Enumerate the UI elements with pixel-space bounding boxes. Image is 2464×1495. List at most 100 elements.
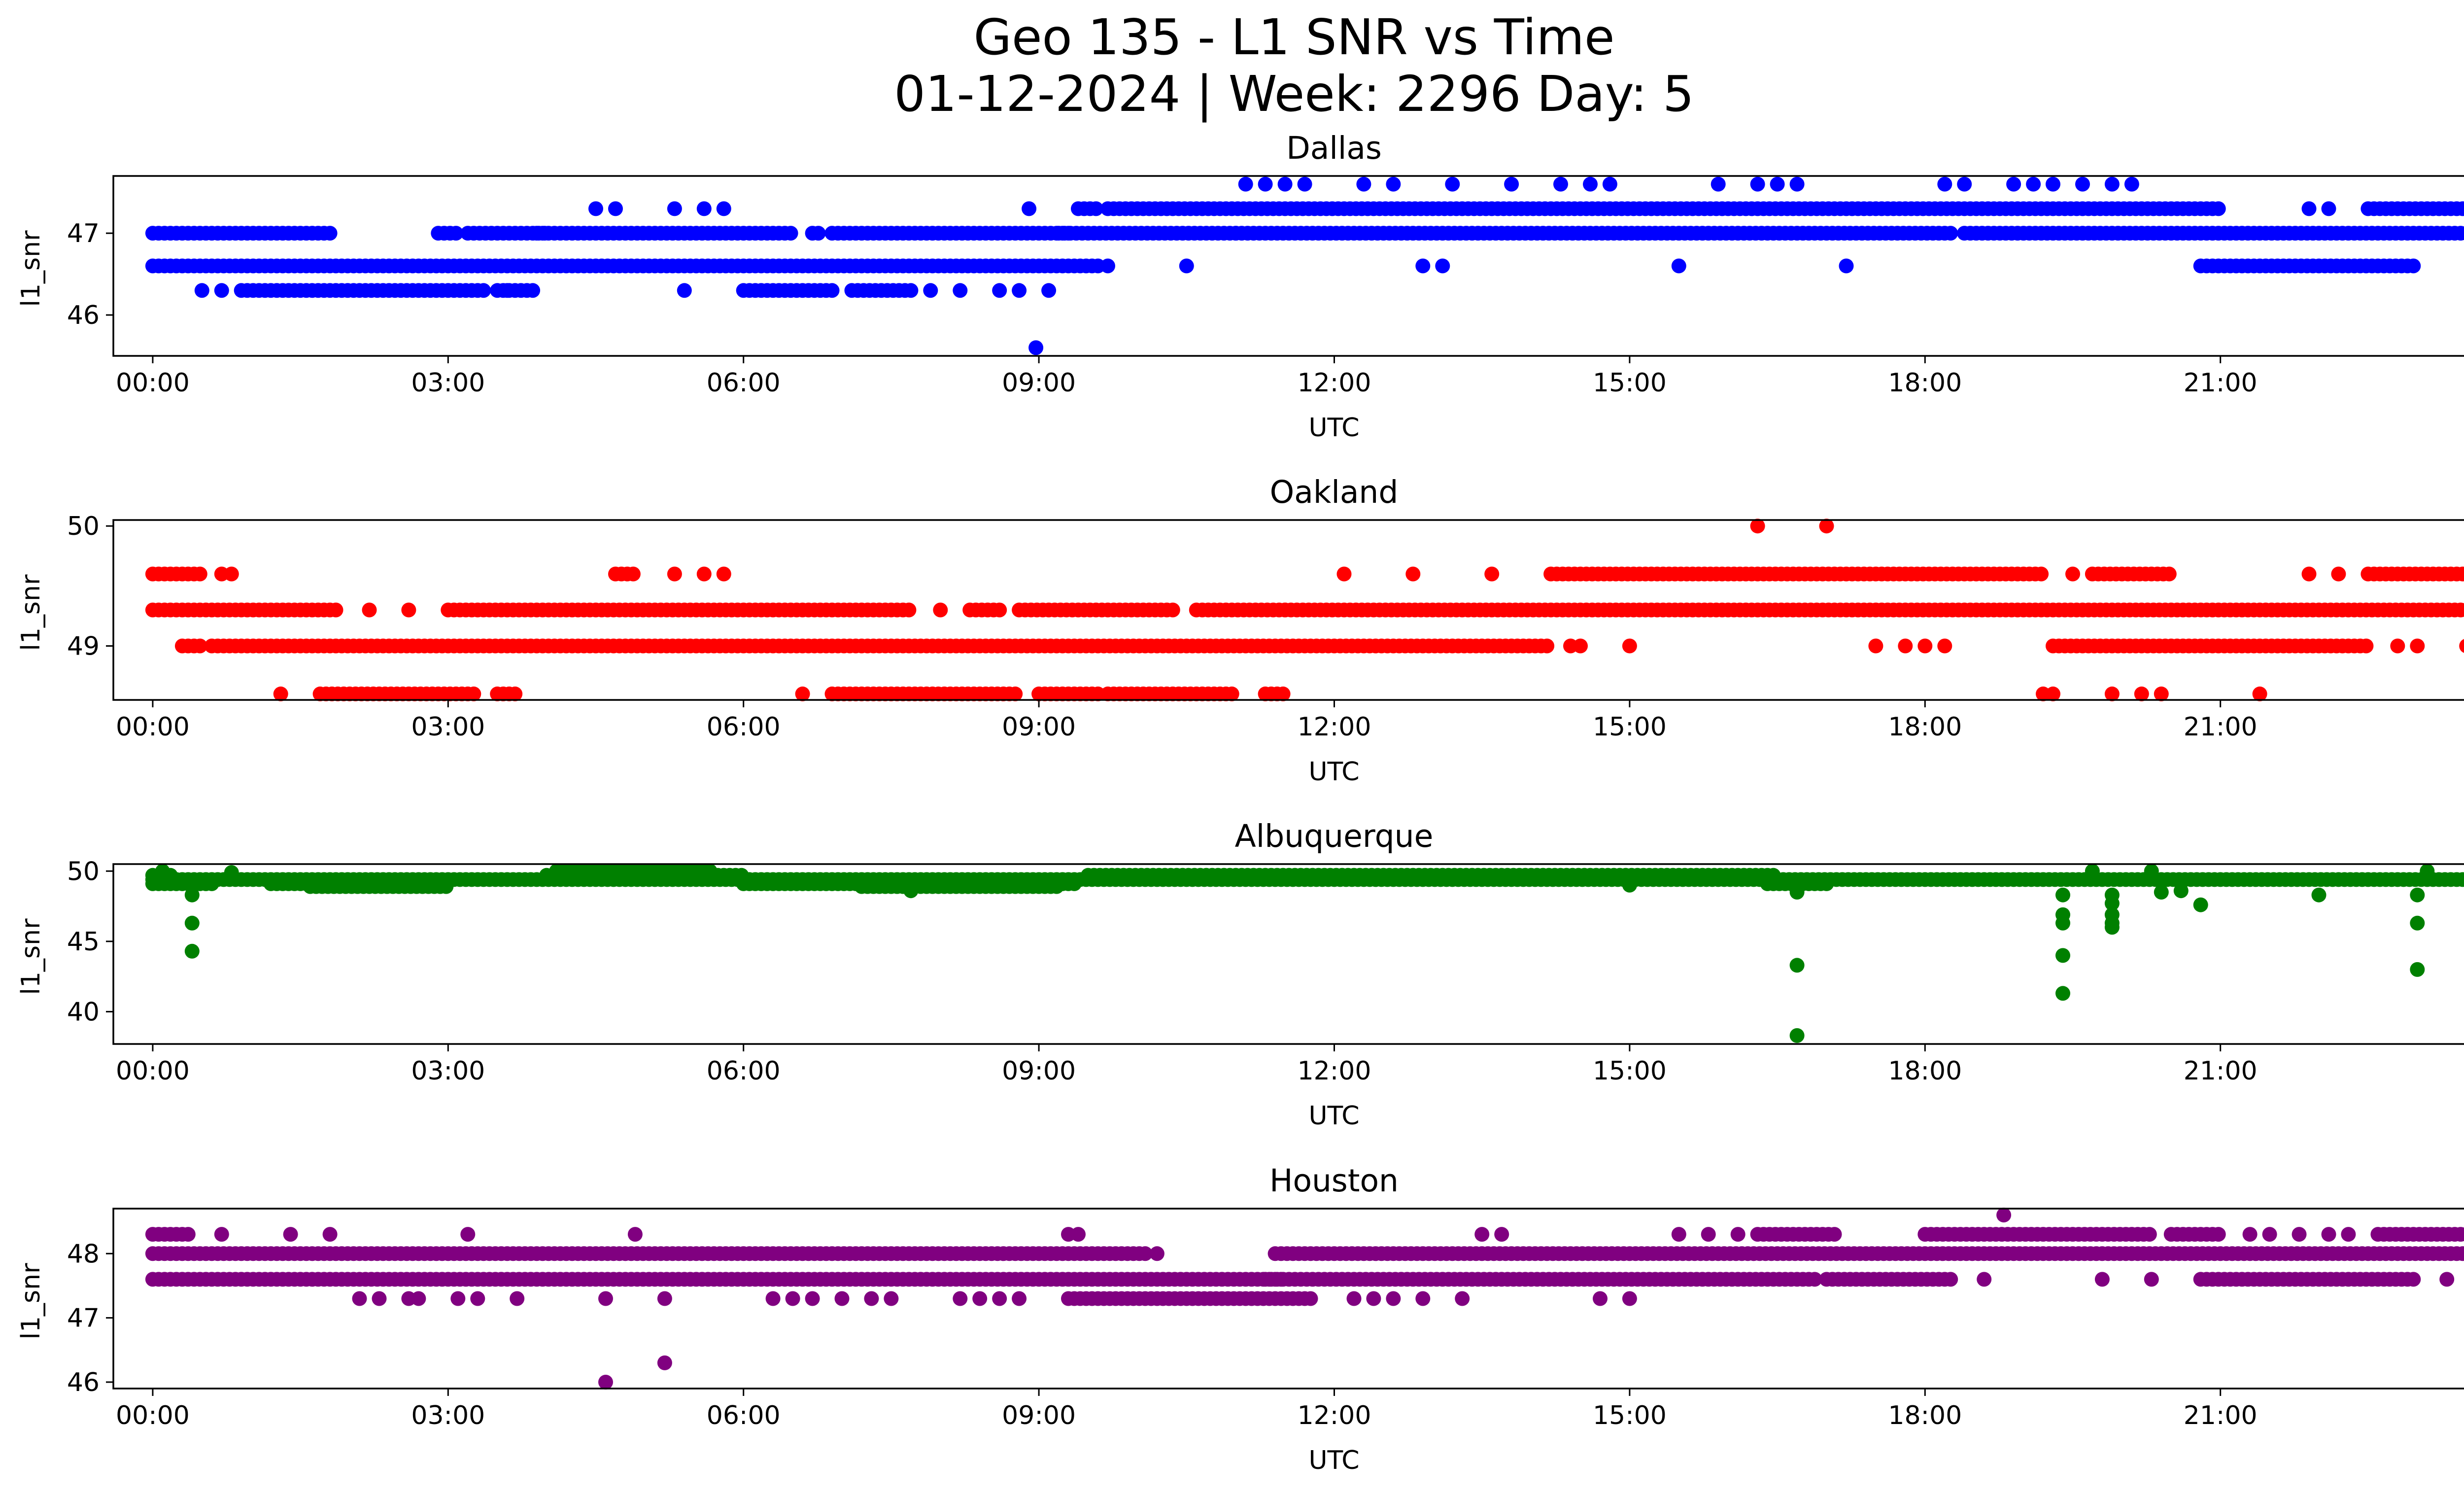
data-point	[1012, 283, 1027, 298]
data-point	[2459, 639, 2464, 653]
data-point	[2144, 1272, 2159, 1287]
data-point	[716, 566, 731, 582]
data-point	[1770, 176, 1785, 192]
x-tick-label: 18:00	[1888, 1401, 1962, 1430]
data-point	[2301, 201, 2317, 216]
subplot-title: Oakland	[1270, 474, 1399, 510]
data-point	[2242, 1227, 2258, 1242]
data-point	[972, 1291, 988, 1306]
data-point	[476, 283, 491, 298]
x-tick-label: 03:00	[411, 712, 485, 742]
data-point	[372, 1291, 387, 1306]
subplot-title: Dallas	[1286, 130, 1382, 166]
data-point	[322, 226, 338, 241]
data-point	[1149, 1246, 1164, 1261]
x-axis-label: UTC	[1308, 757, 1359, 787]
data-point	[1484, 566, 1500, 582]
data-point	[2301, 566, 2317, 582]
x-tick-label: 12:00	[1298, 1056, 1371, 1086]
data-point	[1711, 176, 1726, 192]
x-tick-label: 06:00	[707, 712, 781, 742]
data-point	[2455, 201, 2464, 216]
y-tick-label: 49	[67, 632, 100, 661]
data-point	[1701, 1227, 1716, 1242]
data-point	[328, 602, 343, 618]
data-point	[2455, 566, 2464, 582]
data-point	[2193, 897, 2208, 912]
data-point	[1622, 1291, 1637, 1306]
data-point	[1297, 176, 1312, 192]
data-point	[864, 1291, 879, 1306]
data-point	[2046, 686, 2060, 701]
data-point	[1179, 258, 1194, 274]
data-point	[184, 943, 200, 959]
data-point	[510, 1291, 525, 1306]
data-point	[1766, 868, 1781, 883]
x-tick-label: 09:00	[1002, 368, 1076, 398]
data-point	[508, 686, 523, 701]
data-point	[785, 1291, 800, 1306]
data-point	[953, 283, 968, 298]
data-point	[2455, 1246, 2464, 1261]
data-point	[1494, 1227, 1509, 1242]
y-axis-label: l1_snr	[16, 574, 46, 651]
data-point	[2410, 887, 2425, 903]
data-point	[1386, 176, 1401, 192]
data-point	[525, 283, 541, 298]
data-point	[2359, 638, 2374, 654]
x-tick-label: 12:00	[1298, 712, 1371, 742]
data-point	[1977, 1272, 1992, 1287]
data-point	[734, 868, 749, 883]
data-point	[1583, 176, 1598, 192]
data-point	[1937, 176, 1952, 192]
data-point	[283, 1227, 298, 1242]
data-point	[1366, 1291, 1381, 1306]
data-point	[933, 602, 948, 618]
data-points	[145, 1208, 2464, 1390]
data-point	[1898, 638, 1913, 654]
data-point	[2144, 864, 2159, 879]
x-tick-label: 09:00	[1002, 1401, 1076, 1430]
data-point	[2104, 686, 2120, 701]
data-point	[1028, 340, 1044, 355]
data-point	[2406, 1272, 2421, 1287]
data-point	[2065, 566, 2080, 582]
subplot-albuquerque: Albuquerque UTC l1_snr 00:00 03:00 06:00 09…	[16, 818, 2464, 1131]
x-tick-label: 18:00	[1888, 712, 1962, 742]
data-point	[192, 566, 207, 582]
x-tick-label: 21:00	[2184, 712, 2258, 742]
y-axis-label: l1_snr	[16, 230, 46, 307]
data-point	[1750, 519, 1765, 534]
data-point	[2154, 686, 2169, 701]
x-tick-label: 00:00	[116, 1401, 190, 1430]
data-point	[1137, 1246, 1153, 1261]
data-point	[696, 566, 712, 582]
data-point	[411, 1291, 426, 1306]
data-point	[657, 1355, 672, 1370]
data-point	[214, 283, 229, 298]
data-point	[322, 1227, 338, 1242]
y-tick-label: 46	[67, 301, 100, 330]
data-point	[667, 566, 682, 582]
data-point	[805, 1291, 820, 1306]
data-point	[1593, 1291, 1608, 1306]
data-point	[1008, 686, 1023, 701]
data-point	[1049, 879, 1064, 894]
data-point	[1827, 1227, 1842, 1242]
data-point	[1789, 1028, 1805, 1043]
data-point	[2154, 885, 2169, 900]
x-axis-label: UTC	[1308, 1101, 1359, 1131]
data-point	[500, 283, 515, 298]
x-tick-label: 00:00	[116, 368, 190, 398]
data-point	[2406, 258, 2421, 274]
data-point	[2321, 1227, 2336, 1242]
data-point	[439, 879, 454, 894]
data-point	[2461, 873, 2464, 886]
data-point	[2311, 887, 2327, 903]
data-point	[184, 915, 200, 931]
data-point	[2104, 176, 2120, 192]
data-point	[2461, 203, 2464, 215]
y-tick-label: 46	[67, 1368, 100, 1397]
data-point	[2459, 603, 2464, 617]
data-point	[953, 1291, 968, 1306]
